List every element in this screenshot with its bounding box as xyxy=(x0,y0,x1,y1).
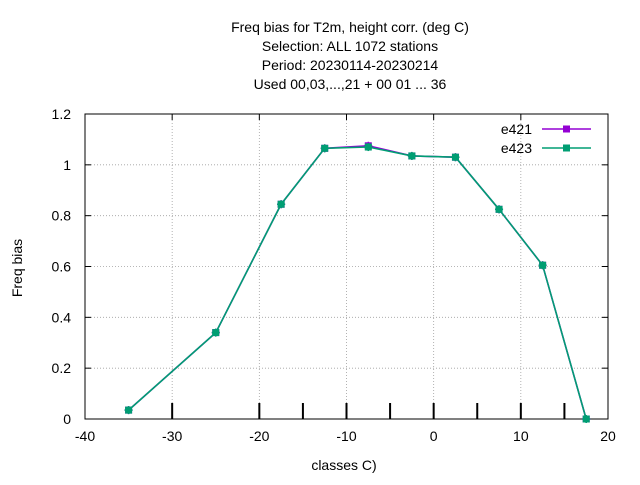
chart-title-line: Used 00,03,...,21 + 00 01 ... 36 xyxy=(254,76,447,92)
y-tick-label: 0.2 xyxy=(52,360,72,376)
y-tick-label: 0.6 xyxy=(52,259,72,275)
x-tick-label: -40 xyxy=(75,428,95,444)
axis-ticks xyxy=(84,113,609,420)
x-tick-label: -30 xyxy=(162,428,182,444)
legend-marker-e423 xyxy=(563,144,570,152)
grid xyxy=(85,114,608,419)
y-tick-label: 1.2 xyxy=(52,106,72,122)
legend-marker-e421 xyxy=(563,125,570,133)
chart-title-line: Period: 20230114-20230214 xyxy=(262,57,439,73)
y-tick-label: 0 xyxy=(63,411,71,427)
x-axis-label: classes C) xyxy=(311,457,376,473)
series-layer xyxy=(124,141,591,423)
x-tick-label: -20 xyxy=(249,428,269,444)
x-tick-label: -10 xyxy=(336,428,356,444)
series-line-e423 xyxy=(128,146,587,420)
y-axis-label: Freq bias xyxy=(9,239,25,297)
x-tick-label: 20 xyxy=(600,428,616,444)
y-tick-label: 0.8 xyxy=(52,208,72,224)
y-tick-label: 1 xyxy=(63,157,71,173)
legend-label-e421: e421 xyxy=(501,121,532,137)
series-line-e421 xyxy=(128,144,587,420)
chart-title-line: Freq bias for T2m, height corr. (deg C) xyxy=(231,19,469,35)
y-tick-label: 0.4 xyxy=(52,309,72,325)
legend: e421 e423 xyxy=(501,121,591,156)
chart-title-line: Selection: ALL 1072 stations xyxy=(262,38,438,54)
x-tick-label: 0 xyxy=(430,428,438,444)
legend-label-e423: e423 xyxy=(501,140,532,156)
x-tick-label: 10 xyxy=(513,428,529,444)
text-layer: -40 -30 -20 -10 0 10 20 0 0.2 0.4 0.6 0.8 1 1.2 Freq b… xyxy=(9,19,616,473)
